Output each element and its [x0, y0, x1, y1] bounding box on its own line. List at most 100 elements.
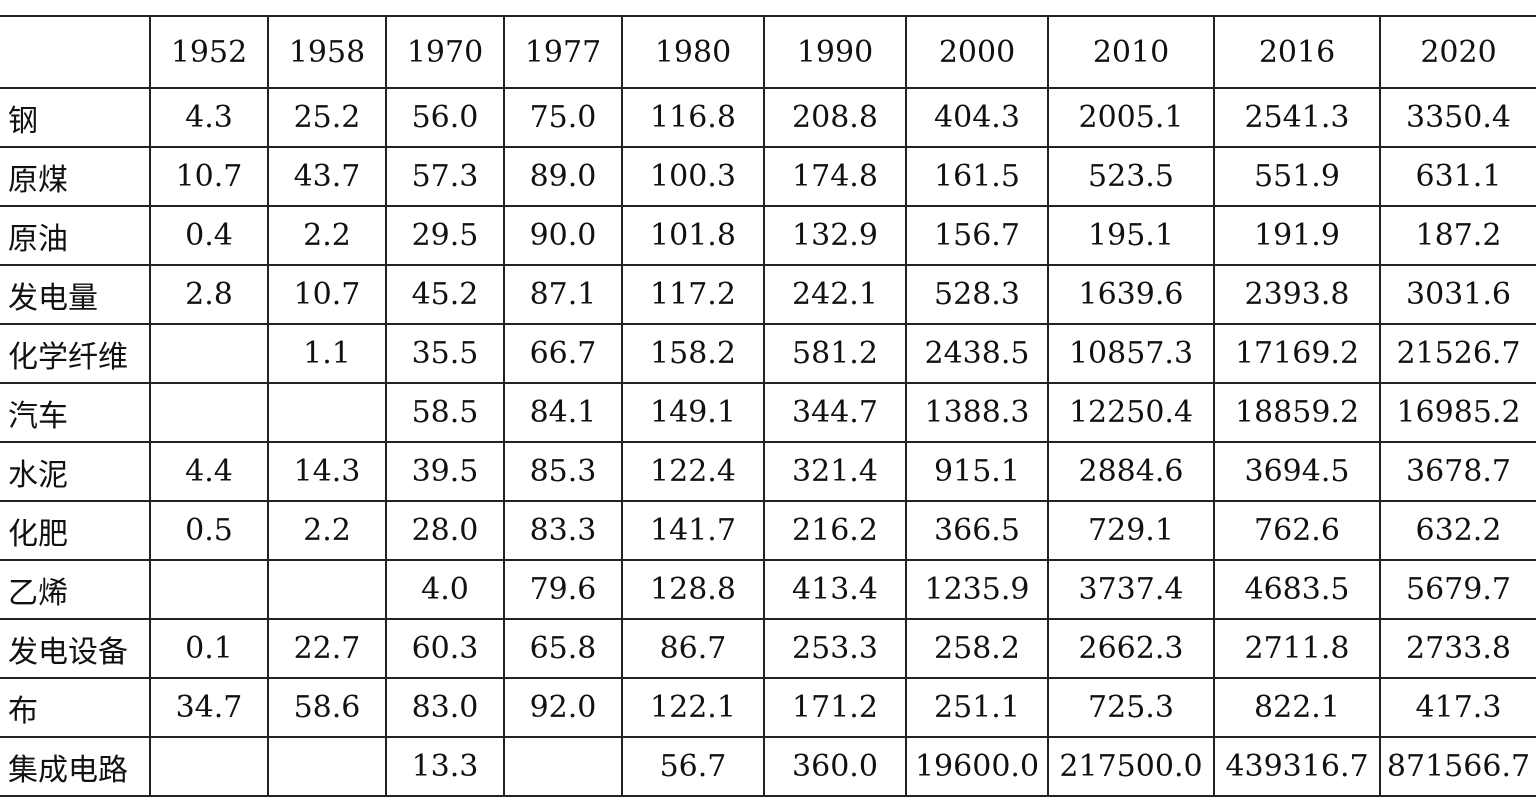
value-cell [149, 737, 268, 797]
value-cell: 2.2 [267, 501, 386, 561]
table-body: 1952 1958 1970 1977 1980 1990 2000 2010 … [0, 15, 1536, 797]
value-cell: 10.7 [149, 147, 268, 207]
value-cell: 12250.4 [1047, 383, 1214, 443]
year-header: 1990 [763, 15, 906, 89]
value-cell: 174.8 [763, 147, 906, 207]
value-cell: 116.8 [621, 88, 764, 148]
value-cell: 251.1 [905, 678, 1048, 738]
value-cell: 631.1 [1379, 147, 1536, 207]
value-cell [149, 560, 268, 620]
value-cell: 117.2 [621, 265, 764, 325]
value-cell: 187.2 [1379, 206, 1536, 266]
row-label: 原煤 [0, 147, 150, 207]
value-cell: 729.1 [1047, 501, 1214, 561]
value-cell: 156.7 [905, 206, 1048, 266]
value-cell: 2711.8 [1213, 619, 1380, 679]
value-cell: 56.0 [385, 88, 504, 148]
value-cell: 216.2 [763, 501, 906, 561]
value-cell: 35.5 [385, 324, 504, 384]
value-cell: 122.4 [621, 442, 764, 502]
value-cell: 321.4 [763, 442, 906, 502]
table-row: 原油 0.4 2.2 29.5 90.0 101.8 132.9 156.7 195.1 191.… [0, 206, 1536, 266]
year-header: 1952 [149, 15, 268, 89]
row-label: 布 [0, 678, 150, 738]
value-cell: 344.7 [763, 383, 906, 443]
corner-cell [0, 15, 150, 89]
value-cell: 2541.3 [1213, 88, 1380, 148]
row-label: 发电设备 [0, 619, 150, 679]
value-cell: 0.1 [149, 619, 268, 679]
value-cell: 551.9 [1213, 147, 1380, 207]
value-cell: 25.2 [267, 88, 386, 148]
value-cell: 762.6 [1213, 501, 1380, 561]
value-cell: 1388.3 [905, 383, 1048, 443]
value-cell: 417.3 [1379, 678, 1536, 738]
value-cell: 90.0 [503, 206, 622, 266]
value-cell: 1.1 [267, 324, 386, 384]
year-header: 2000 [905, 15, 1048, 89]
value-cell [267, 560, 386, 620]
value-cell: 171.2 [763, 678, 906, 738]
value-cell: 439316.7 [1213, 737, 1380, 797]
value-cell: 2662.3 [1047, 619, 1214, 679]
value-cell: 2.2 [267, 206, 386, 266]
value-cell: 158.2 [621, 324, 764, 384]
value-cell: 128.8 [621, 560, 764, 620]
value-cell: 56.7 [621, 737, 764, 797]
value-cell: 89.0 [503, 147, 622, 207]
value-cell: 2438.5 [905, 324, 1048, 384]
value-cell: 253.3 [763, 619, 906, 679]
value-cell: 360.0 [763, 737, 906, 797]
value-cell: 34.7 [149, 678, 268, 738]
value-cell: 19600.0 [905, 737, 1048, 797]
value-cell: 45.2 [385, 265, 504, 325]
value-cell: 101.8 [621, 206, 764, 266]
row-label: 钢 [0, 88, 150, 148]
table-row: 水泥 4.4 14.3 39.5 85.3 122.4 321.4 915.1 2884.6 36… [0, 442, 1536, 502]
value-cell: 83.0 [385, 678, 504, 738]
value-cell: 191.9 [1213, 206, 1380, 266]
value-cell: 528.3 [905, 265, 1048, 325]
value-cell: 366.5 [905, 501, 1048, 561]
row-label: 汽车 [0, 383, 150, 443]
value-cell: 10857.3 [1047, 324, 1214, 384]
table-row: 化肥 0.5 2.2 28.0 83.3 141.7 216.2 366.5 729.1 762.… [0, 501, 1536, 561]
value-cell: 86.7 [621, 619, 764, 679]
value-cell: 21526.7 [1379, 324, 1536, 384]
table-row: 乙烯 4.0 79.6 128.8 413.4 1235.9 3737.4 4683.5 567… [0, 560, 1536, 620]
row-label: 化学纤维 [0, 324, 150, 384]
year-header: 1970 [385, 15, 504, 89]
value-cell: 87.1 [503, 265, 622, 325]
row-label: 集成电路 [0, 737, 150, 797]
value-cell: 58.5 [385, 383, 504, 443]
value-cell: 871566.7 [1379, 737, 1536, 797]
value-cell: 5679.7 [1379, 560, 1536, 620]
value-cell: 161.5 [905, 147, 1048, 207]
value-cell [149, 383, 268, 443]
value-cell: 3031.6 [1379, 265, 1536, 325]
value-cell: 85.3 [503, 442, 622, 502]
value-cell: 258.2 [905, 619, 1048, 679]
value-cell: 2393.8 [1213, 265, 1380, 325]
value-cell: 79.6 [503, 560, 622, 620]
value-cell: 75.0 [503, 88, 622, 148]
header-row: 1952 1958 1970 1977 1980 1990 2000 2010 … [0, 15, 1536, 89]
value-cell: 28.0 [385, 501, 504, 561]
table-row: 原煤 10.7 43.7 57.3 89.0 100.3 174.8 161.5 523.5 55… [0, 147, 1536, 207]
value-cell: 1235.9 [905, 560, 1048, 620]
value-cell: 523.5 [1047, 147, 1214, 207]
value-cell: 3737.4 [1047, 560, 1214, 620]
value-cell: 3678.7 [1379, 442, 1536, 502]
value-cell: 132.9 [763, 206, 906, 266]
value-cell: 915.1 [905, 442, 1048, 502]
value-cell: 17169.2 [1213, 324, 1380, 384]
year-header: 1977 [503, 15, 622, 89]
year-header: 2020 [1379, 15, 1536, 89]
table-row: 化学纤维 1.1 35.5 66.7 158.2 581.2 2438.5 10857.3 17… [0, 324, 1536, 384]
value-cell: 2005.1 [1047, 88, 1214, 148]
value-cell: 10.7 [267, 265, 386, 325]
value-cell: 84.1 [503, 383, 622, 443]
value-cell: 4.0 [385, 560, 504, 620]
year-header: 2016 [1213, 15, 1380, 89]
value-cell: 149.1 [621, 383, 764, 443]
